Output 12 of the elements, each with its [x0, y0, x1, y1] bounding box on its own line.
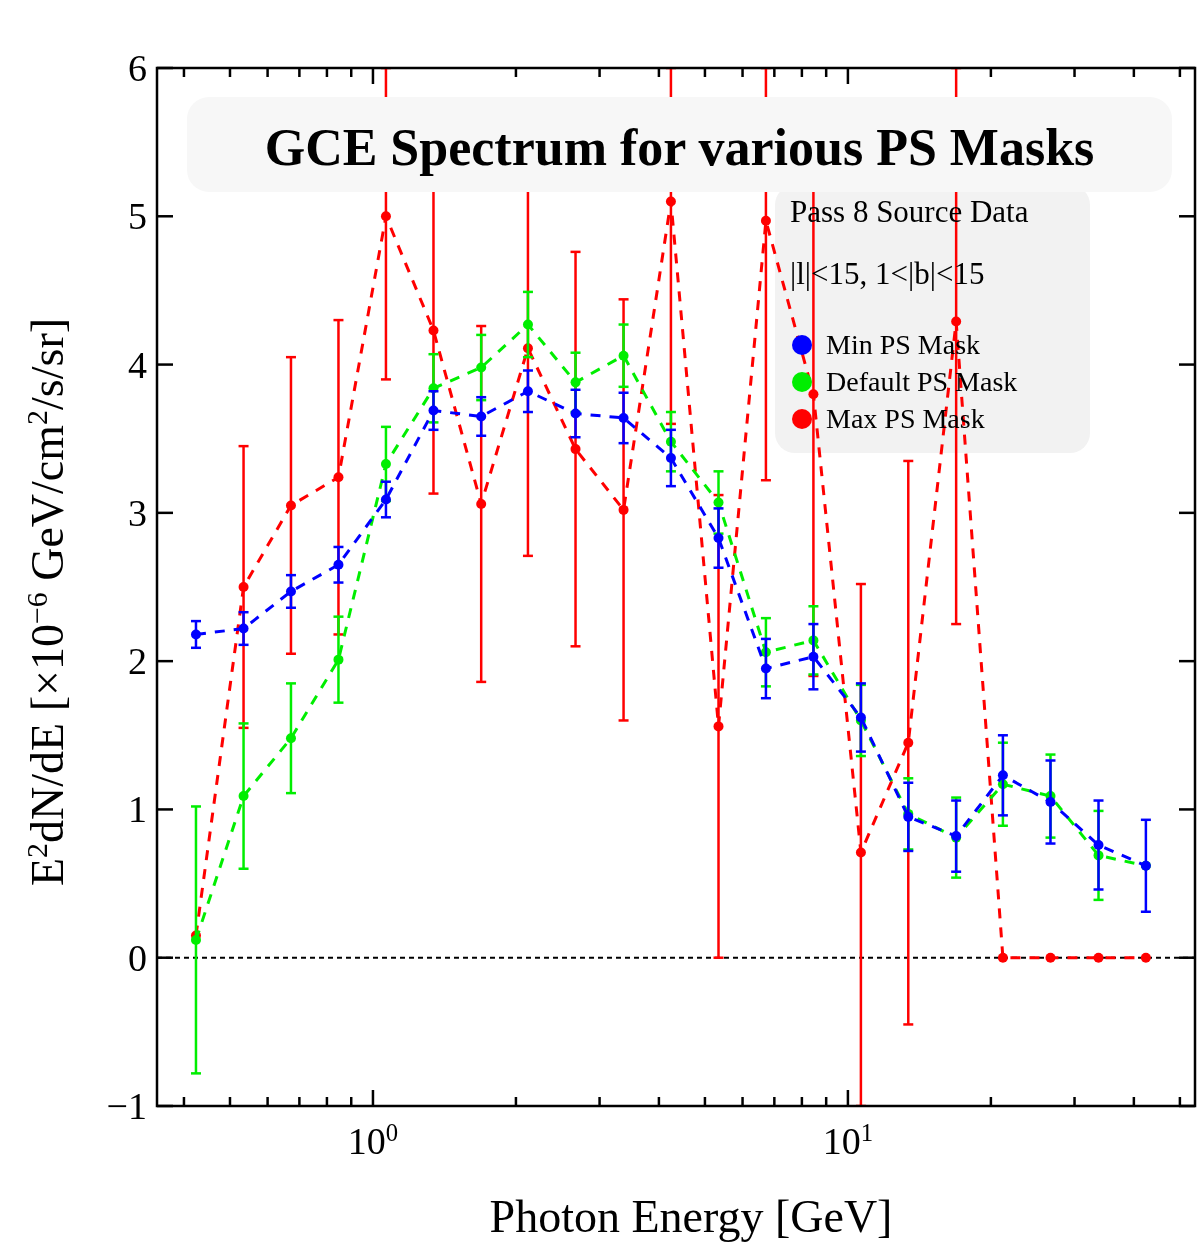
- x-axis-title: Photon Energy [GeV]: [489, 1191, 893, 1242]
- y-tick-label: 2: [128, 640, 147, 683]
- text: GCE Spectrum for various PS Masks: [264, 119, 1095, 176]
- y-tick-label: 5: [128, 195, 147, 238]
- y-tick-label: 0: [128, 936, 147, 979]
- y-tick-label: 4: [128, 343, 147, 386]
- y-tick-label: 1: [128, 788, 147, 831]
- y-tick-label: −1: [106, 1085, 147, 1127]
- y-tick-label: 6: [128, 47, 147, 89]
- x-tick-label: 10$^{1}$: [822, 1118, 874, 1162]
- x-tick-label: 10$^{0}$: [347, 1118, 399, 1162]
- y-tick-label: 3: [128, 491, 147, 534]
